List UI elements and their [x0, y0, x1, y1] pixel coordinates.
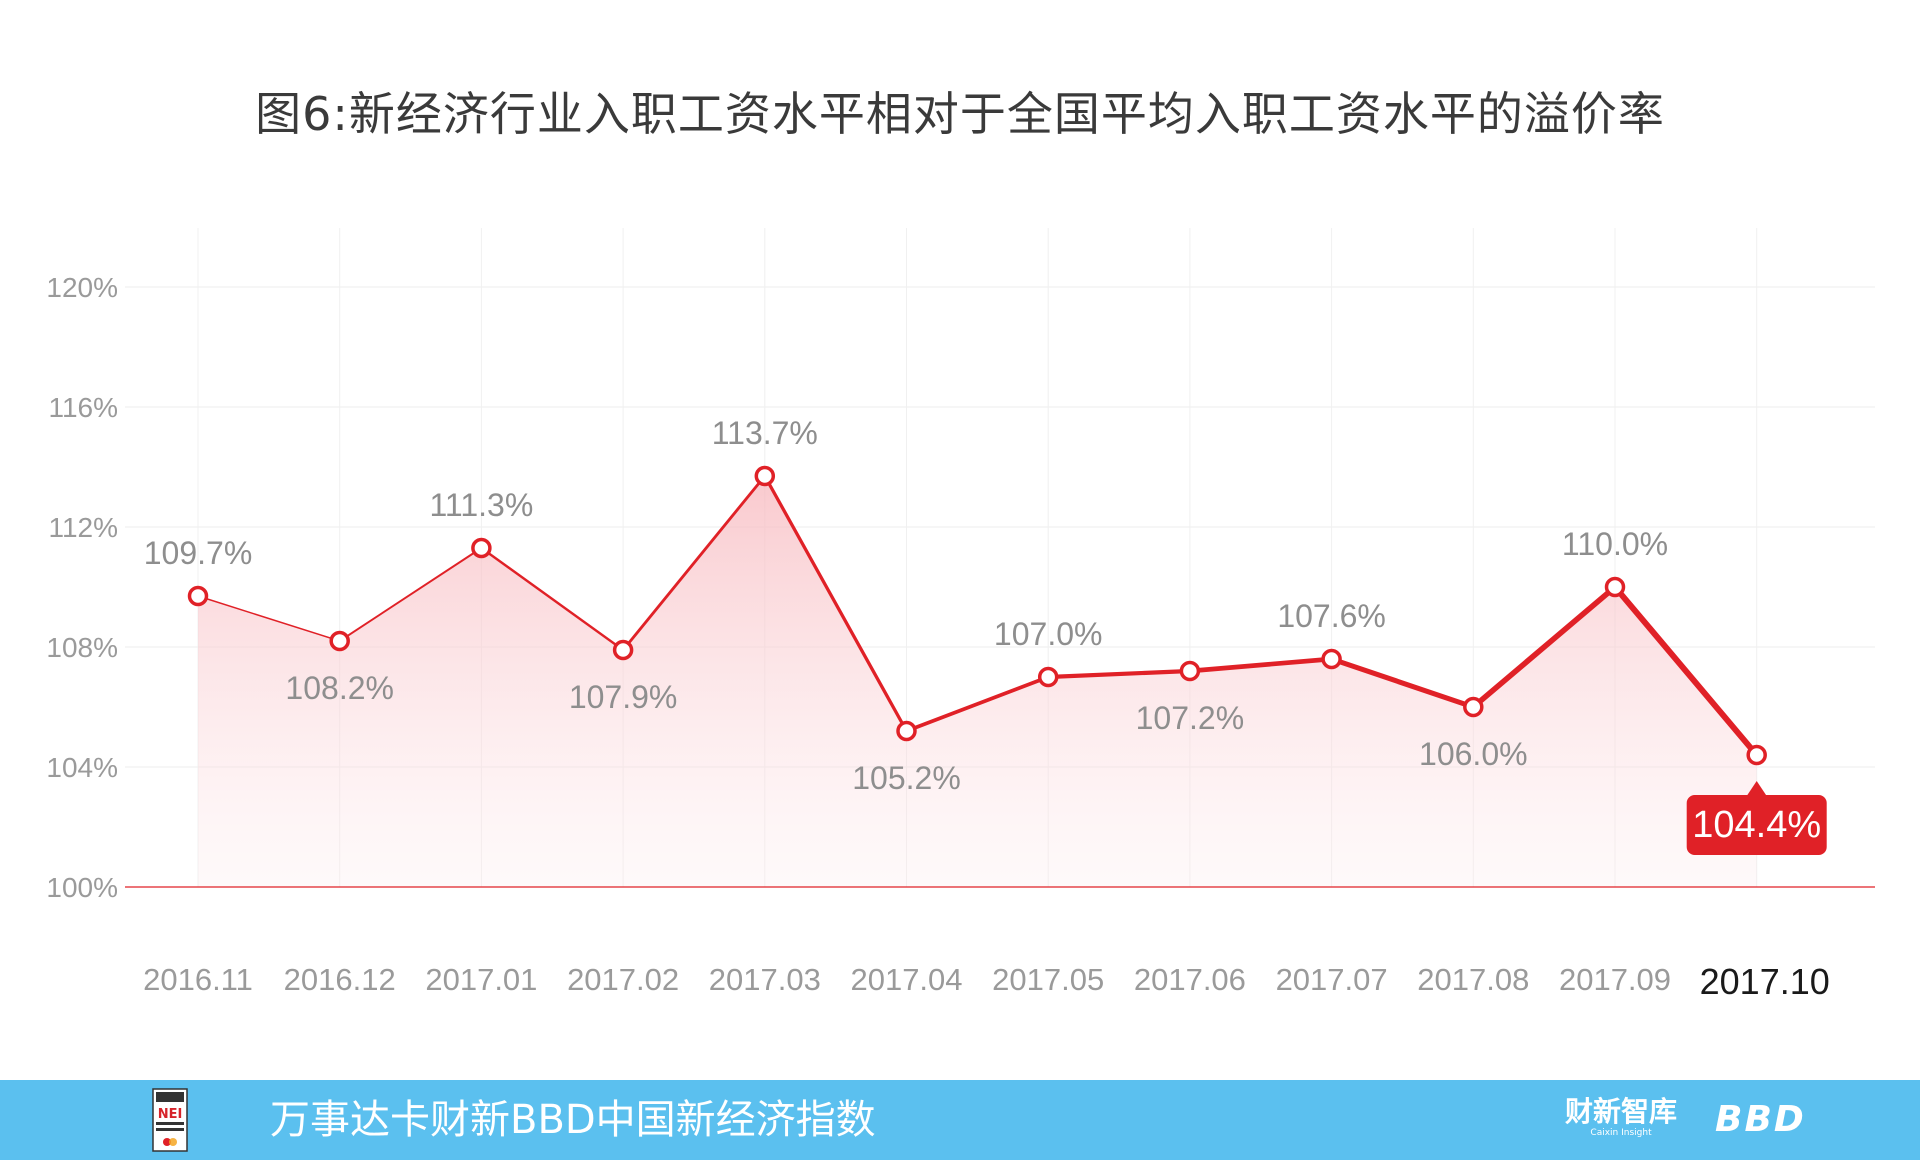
- series-lines: [197, 474, 1760, 758]
- x-tick-label: 2017.03: [709, 962, 821, 997]
- highlight-pointer: [1746, 781, 1767, 796]
- highlight-badge: [1686, 795, 1827, 855]
- data-label: 109.7%: [144, 535, 253, 571]
- data-label: 108.2%: [285, 670, 394, 706]
- area-path: [198, 476, 1757, 887]
- footer-bar: NEI 万事达卡财新BBD中国新经济指数 财新智库 Caixin Insight…: [0, 1080, 1920, 1160]
- series-segment: [1046, 668, 1193, 680]
- data-labels: 109.7% 108.2% 111.3% 107.9% 113.7% 105.2% 107.…: [144, 415, 1827, 855]
- logo-text: NEI: [158, 1107, 183, 1122]
- data-point: [1037, 666, 1059, 688]
- series-segment: [1329, 656, 1476, 710]
- series-segment: [763, 474, 909, 733]
- data-label: 105.2%: [852, 760, 961, 796]
- data-point: [754, 465, 776, 487]
- data-label: 111.3%: [430, 487, 534, 523]
- data-point: [1179, 660, 1201, 682]
- x-tick-label: 2017.10: [1700, 961, 1830, 1002]
- data-label: 113.7%: [712, 415, 818, 451]
- series-segment: [904, 675, 1051, 733]
- x-tick-label: 2016.11: [143, 962, 253, 997]
- data-label: 107.9%: [569, 679, 678, 715]
- data-label: 110.0%: [1562, 526, 1668, 562]
- bbd-logo: BBD: [1715, 1099, 1806, 1140]
- x-tick-label: 2017.01: [425, 962, 537, 997]
- area-fill: [198, 476, 1757, 887]
- data-point: [1746, 744, 1767, 766]
- data-label-highlight: 104.4%: [1692, 804, 1821, 846]
- series-segment: [480, 546, 625, 652]
- chart-title: 图6:新经济行业入职工资水平相对于全国平均入职工资水平的溢价率: [255, 87, 1665, 141]
- series-segment: [1612, 584, 1760, 758]
- series-segment: [197, 595, 341, 642]
- x-tick-label: 2017.07: [1276, 962, 1388, 997]
- x-tick-label: 2016.12: [284, 962, 396, 997]
- line-chart: 109.7% 108.2% 111.3% 107.9% 113.7% 105.2% 107.…: [46, 228, 1875, 1002]
- brand1-en: Caixin Insight: [1590, 1128, 1652, 1138]
- y-tick-label: 120%: [46, 272, 118, 303]
- data-label: 107.6%: [1277, 598, 1386, 634]
- y-tick-label: 112%: [48, 512, 118, 543]
- caixin-insight-logo: 财新智库 Caixin Insight: [1565, 1095, 1678, 1139]
- data-point: [329, 630, 350, 652]
- series-segment: [1187, 656, 1334, 674]
- y-tick-label: 116%: [48, 392, 118, 423]
- x-tick-label: 2017.05: [992, 962, 1104, 997]
- data-point: [187, 585, 209, 607]
- axes: 100% 104% 108% 112% 116% 120% 2016.11 2016.12 20…: [46, 272, 1875, 1002]
- series-segment: [621, 474, 767, 652]
- data-point: [1463, 696, 1484, 718]
- data-label: 106.0%: [1419, 736, 1528, 772]
- brand1-cn: 财新智库: [1565, 1095, 1678, 1128]
- y-tick-label: 100%: [46, 872, 118, 903]
- data-point: [896, 720, 917, 742]
- data-label: 107.2%: [1136, 700, 1245, 736]
- data-point: [1604, 576, 1626, 598]
- nei-logo-icon: NEI: [152, 1088, 188, 1152]
- x-tick-label: 2017.08: [1417, 962, 1529, 997]
- x-tick-label: 2017.09: [1559, 962, 1671, 997]
- x-tick-label: 2017.02: [567, 962, 679, 997]
- series-segment: [1470, 584, 1618, 710]
- data-point: [1321, 648, 1342, 670]
- footer-title: 万事达卡财新BBD中国新经济指数: [270, 1097, 876, 1143]
- y-tick-label: 104%: [46, 752, 118, 783]
- data-point: [471, 537, 492, 559]
- series-segment: [338, 547, 483, 642]
- x-tick-label: 2017.06: [1134, 962, 1246, 997]
- data-point: [612, 639, 634, 661]
- y-tick-label: 108%: [46, 632, 118, 663]
- data-points: [187, 465, 1767, 766]
- data-label: 107.0%: [994, 616, 1103, 652]
- x-tick-label: 2017.04: [850, 962, 962, 997]
